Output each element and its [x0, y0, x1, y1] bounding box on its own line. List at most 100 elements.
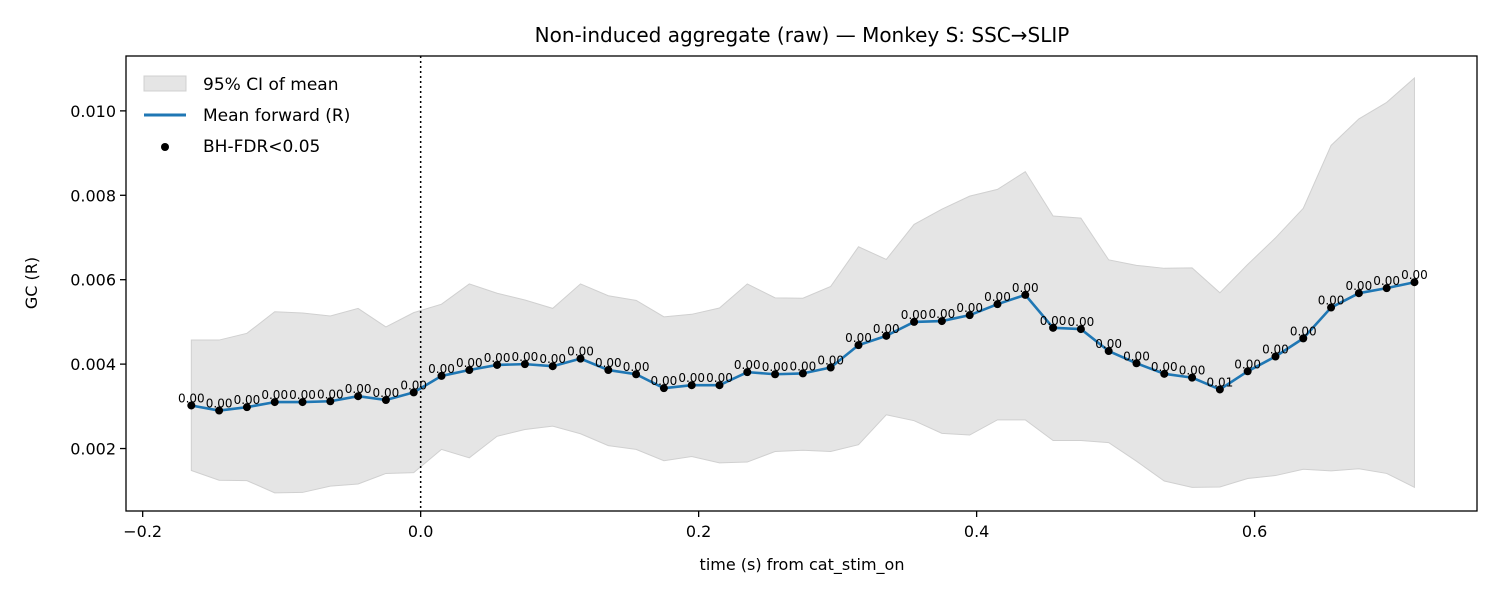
sig-point — [1160, 369, 1169, 378]
point-label: 0.00 — [1401, 268, 1428, 282]
sig-point — [604, 366, 613, 375]
point-label: 0.00 — [651, 374, 678, 388]
point-label: 0.00 — [1151, 360, 1178, 374]
sig-point — [1188, 373, 1197, 382]
point-label: 0.00 — [845, 331, 872, 345]
point-label: 0.00 — [345, 382, 372, 396]
point-label: 0.00 — [623, 360, 650, 374]
sig-point — [632, 370, 641, 379]
point-label: 0.00 — [539, 352, 566, 366]
sig-point — [1271, 352, 1280, 361]
sig-point — [215, 406, 224, 415]
y-tick-label: 0.008 — [70, 186, 116, 205]
sig-point — [493, 360, 502, 369]
sig-point — [882, 331, 891, 340]
y-tick-label: 0.004 — [70, 355, 116, 374]
point-label: 0.00 — [289, 388, 316, 402]
point-label: 0.00 — [790, 359, 817, 373]
plot-area: 0.00 0.00 0.00 0.00 0.00 0.00 0.00 0.000.000.00… — [178, 56, 1428, 511]
sig-point — [409, 388, 418, 397]
sig-point — [1410, 278, 1419, 287]
x-tick-label: 0.2 — [686, 522, 711, 541]
x-tick-label: 0.4 — [964, 522, 989, 541]
sig-point — [520, 360, 529, 369]
legend-label: 95% CI of mean — [203, 75, 338, 95]
point-label: 0.00 — [234, 393, 261, 407]
point-label: 0.00 — [929, 307, 956, 321]
point-label: 0.00 — [1345, 279, 1372, 293]
legend-swatch-point — [161, 143, 169, 151]
point-label: 0.00 — [956, 301, 983, 315]
point-label: 0.00 — [984, 290, 1011, 304]
point-label: 0.00 — [456, 356, 483, 370]
legend-swatch-ci — [143, 75, 187, 92]
y-tick-label: 0.010 — [70, 102, 116, 121]
point-label: 0.01 — [1207, 375, 1234, 389]
point-label: 0.00 — [1373, 274, 1400, 288]
point-label: 0.00 — [1068, 315, 1095, 329]
point-label: 0.00 — [400, 378, 427, 392]
point-label: 0.00 — [1262, 343, 1289, 357]
point-label: 0.00 — [678, 371, 705, 385]
sig-point — [1104, 347, 1113, 356]
y-axis-label: GC (R) — [22, 257, 41, 309]
sig-point — [1327, 303, 1336, 312]
point-label: 0.00 — [1040, 314, 1067, 328]
sig-point — [381, 395, 390, 404]
sig-point — [576, 354, 585, 363]
sig-point — [910, 317, 919, 326]
sig-point — [548, 362, 557, 371]
ci-band — [190, 76, 1415, 494]
sig-point — [1215, 385, 1224, 394]
plot-content — [187, 56, 1419, 511]
sig-point — [437, 371, 446, 380]
axes-frame — [125, 55, 1478, 512]
sig-point — [993, 300, 1002, 309]
point-label: 0.00 — [261, 388, 288, 402]
sig-point — [1049, 323, 1058, 332]
point-label: 0.00 — [595, 356, 622, 370]
sig-point — [659, 384, 668, 393]
point-label: 0.00 — [428, 362, 455, 376]
sig-point — [270, 398, 279, 407]
point-label: 0.00 — [1179, 364, 1206, 378]
sig-point — [826, 363, 835, 372]
x-axis-label: time (s) from cat_stim_on — [700, 555, 905, 575]
point-label: 0.00 — [706, 371, 733, 385]
point-label: 0.00 — [1095, 337, 1122, 351]
legend: 95% CI of mean Mean forward (R) BH-FDR<0.0… — [143, 75, 350, 157]
point-label: 0.00 — [178, 391, 205, 405]
point-label: 0.00 — [817, 353, 844, 367]
point-label: 0.00 — [373, 386, 400, 400]
x-tick-label: 0.0 — [408, 522, 433, 541]
sig-point — [743, 368, 752, 377]
sig-point — [798, 369, 807, 378]
sig-point — [1299, 334, 1308, 343]
chart-title: Non-induced aggregate (raw) — Monkey S: … — [535, 23, 1070, 47]
point-label: 0.00 — [512, 350, 539, 364]
sig-point — [687, 381, 696, 390]
sig-point — [854, 341, 863, 350]
sig-point — [771, 370, 780, 379]
point-label: 0.00 — [1234, 357, 1261, 371]
sig-point — [1382, 284, 1391, 293]
sig-point — [1132, 359, 1141, 368]
sig-point — [326, 397, 335, 406]
legend-label: BH-FDR<0.05 — [203, 137, 320, 157]
axes: −0.2 0.0 0.2 0.4 0.6 0.002 0.004 0.006 0.008 0.01… — [70, 55, 1478, 541]
y-tick-label: 0.002 — [70, 440, 116, 459]
point-label: 0.00 — [1290, 324, 1317, 338]
point-label: 0.00 — [317, 387, 344, 401]
sig-point — [1076, 325, 1085, 334]
point-label: 0.00 — [1318, 294, 1345, 308]
sig-point — [354, 392, 363, 401]
point-label: 0.00 — [567, 345, 594, 359]
sig-point — [1354, 289, 1363, 298]
sig-point — [937, 317, 946, 326]
sig-point — [965, 311, 974, 320]
legend-label: Mean forward (R) — [203, 106, 350, 126]
sig-point — [1021, 290, 1030, 299]
sig-point — [298, 398, 307, 407]
sig-point — [715, 381, 724, 390]
